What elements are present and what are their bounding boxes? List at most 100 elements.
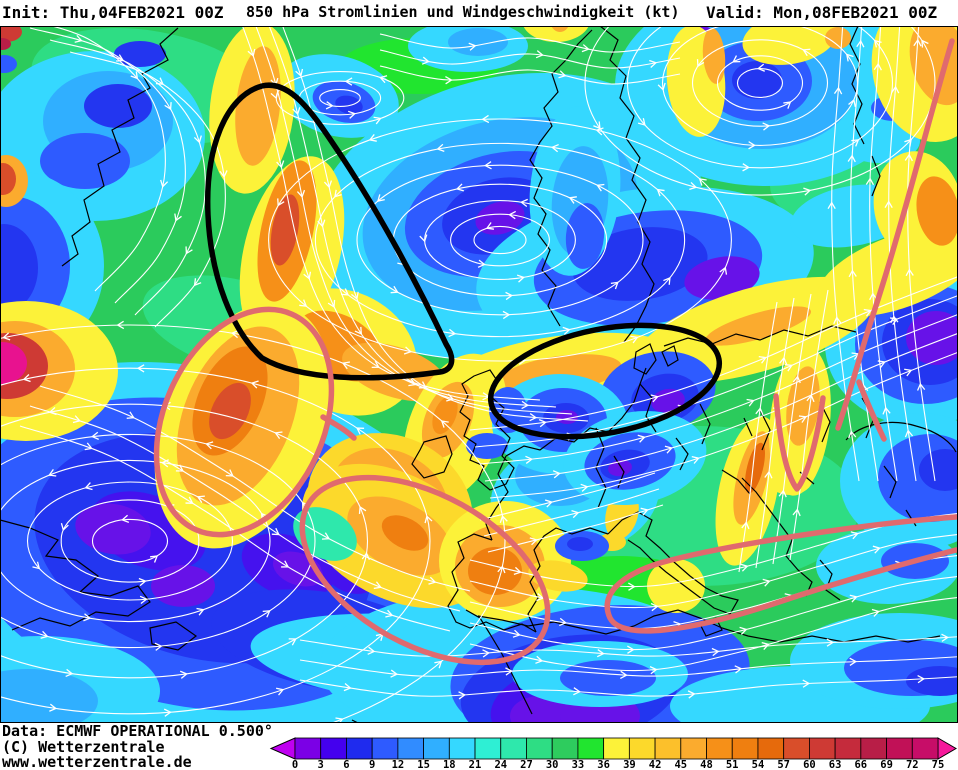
coastline xyxy=(759,409,771,451)
flow-arrow xyxy=(376,194,385,202)
flow-arrow xyxy=(505,291,514,301)
wind-speed-blob xyxy=(560,660,656,696)
flow-arrow xyxy=(848,430,857,439)
flow-arrow xyxy=(630,335,639,344)
flow-arrow xyxy=(477,259,486,268)
flow-arrow xyxy=(826,638,835,647)
flow-arrow xyxy=(882,406,891,415)
flow-arrow xyxy=(482,649,491,658)
flow-arrow xyxy=(403,346,412,355)
flow-arrow xyxy=(299,299,308,307)
streamline xyxy=(314,142,686,338)
flow-arrow xyxy=(390,669,399,678)
streamline xyxy=(379,65,681,85)
streamline xyxy=(691,39,829,127)
flow-arrow xyxy=(762,122,771,131)
coastline xyxy=(477,609,941,643)
pink-annotation-atlantic-jet-oval xyxy=(153,306,335,538)
flow-arrow xyxy=(571,510,580,519)
colorbar-tick-label: 60 xyxy=(803,759,816,770)
colorbar-segment xyxy=(294,737,322,760)
flow-arrow xyxy=(138,577,147,587)
flow-arrow xyxy=(649,59,658,68)
flow-arrow xyxy=(740,563,749,572)
flow-arrow xyxy=(865,177,875,186)
flow-arrow xyxy=(779,356,788,365)
flow-arrow xyxy=(746,398,755,407)
streamline xyxy=(0,433,316,649)
flow-arrow xyxy=(347,110,357,119)
coastline xyxy=(871,155,881,197)
flow-arrow xyxy=(806,394,815,403)
flow-arrow xyxy=(696,59,705,68)
flow-arrow xyxy=(499,514,508,524)
colorbar-tick-label: 33 xyxy=(572,759,585,770)
flow-arrow xyxy=(872,545,881,554)
flow-arrow xyxy=(341,361,351,370)
flow-arrow xyxy=(74,34,83,43)
flow-arrow xyxy=(580,483,589,492)
coastline xyxy=(661,345,679,367)
flow-arrow xyxy=(446,393,455,402)
wind-speed-colorbar: 0 3 6 9 12 15 18 21 24 27 30 33 36 39 42 45 48 51 54 57 60 63… xyxy=(269,737,957,770)
streamline xyxy=(755,297,795,569)
flow-arrow xyxy=(516,274,525,283)
flow-arrow xyxy=(711,647,720,657)
coastlines-layer xyxy=(0,26,957,723)
flow-arrow xyxy=(525,455,534,464)
flow-arrow xyxy=(802,679,811,688)
flow-arrow xyxy=(60,522,69,532)
colorbar-tick-label: 57 xyxy=(777,759,790,770)
coastline xyxy=(607,511,739,615)
colorbar-tick-label: 45 xyxy=(674,759,687,770)
streamline xyxy=(319,89,361,107)
flow-arrow xyxy=(544,499,554,508)
flow-arrow xyxy=(573,687,581,696)
flow-arrow xyxy=(130,71,139,80)
wind-speed-blob xyxy=(567,537,593,551)
streamline xyxy=(0,403,369,679)
coastline xyxy=(721,469,751,495)
colorbar-segment xyxy=(397,737,425,760)
flow-arrow xyxy=(48,469,57,477)
wind-speed-blob xyxy=(906,666,958,696)
flow-arrow xyxy=(698,178,707,186)
flow-arrow xyxy=(904,368,913,377)
flow-arrow xyxy=(481,114,490,124)
flow-arrow xyxy=(755,407,764,416)
flow-arrow xyxy=(323,180,333,189)
flow-arrow xyxy=(367,646,376,655)
flow-arrow xyxy=(848,269,857,278)
flow-arrow xyxy=(288,638,297,646)
map-canvas xyxy=(0,26,958,723)
pink-annotation-short-stroke xyxy=(856,379,887,442)
flow-arrow xyxy=(596,649,605,658)
flow-arrow xyxy=(627,645,635,654)
wind-speed-blob xyxy=(75,503,151,555)
streamline xyxy=(484,332,958,482)
flow-arrow xyxy=(873,62,882,71)
streamline xyxy=(479,472,656,521)
flow-arrow xyxy=(371,360,380,369)
flow-arrow xyxy=(262,610,271,618)
colorbar-segment xyxy=(757,737,785,760)
streamline xyxy=(29,405,461,612)
wind-speed-blob xyxy=(916,176,958,246)
black-annotation-north-sea-oval xyxy=(487,322,723,440)
flow-arrow xyxy=(368,134,377,142)
streamline xyxy=(716,55,804,111)
flow-arrow xyxy=(277,198,285,207)
colorbar-segment xyxy=(911,737,939,760)
flow-arrow xyxy=(155,77,164,85)
flow-arrow xyxy=(792,375,801,384)
colorbar-segment xyxy=(654,737,682,760)
flow-arrow xyxy=(179,670,188,679)
flow-arrow xyxy=(428,576,437,585)
flow-arrow xyxy=(687,690,696,699)
flow-arrow xyxy=(521,400,530,410)
flow-arrow xyxy=(552,470,561,479)
colorbar-tick-label: 15 xyxy=(417,759,430,770)
flow-arrow xyxy=(891,85,900,94)
coastline xyxy=(411,435,453,479)
flow-arrow xyxy=(65,668,74,678)
